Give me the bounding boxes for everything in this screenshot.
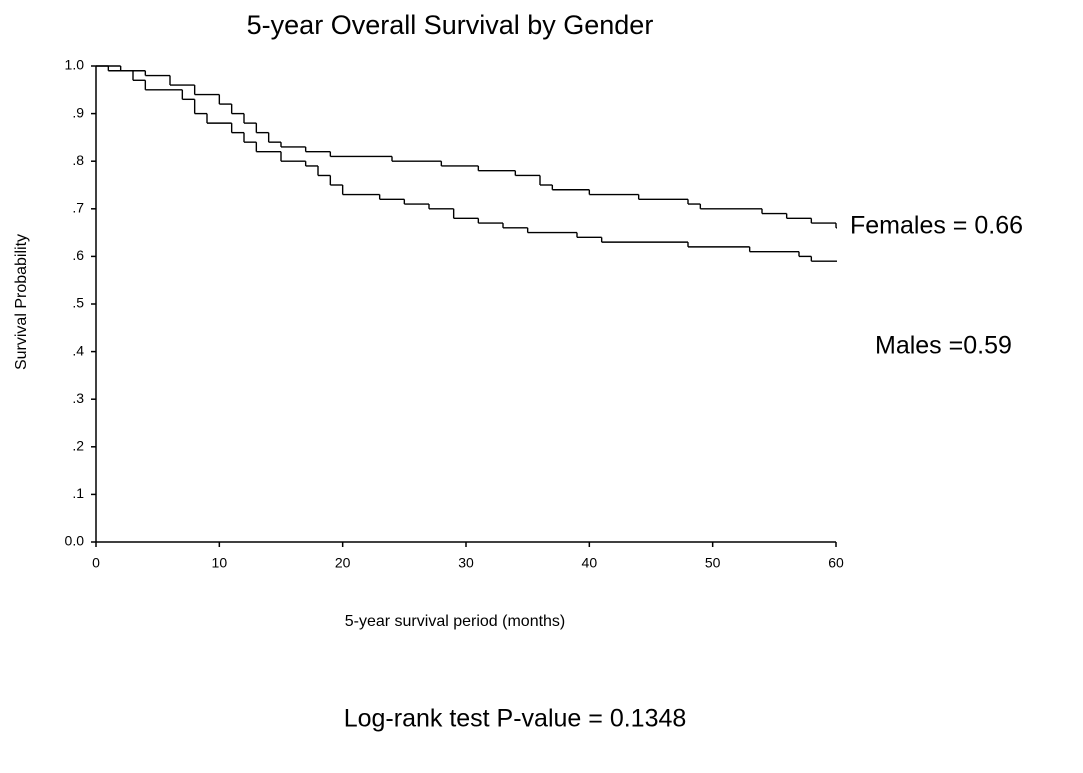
y-tick-label: .5 — [72, 295, 84, 311]
y-tick-label: .8 — [72, 152, 84, 168]
y-tick-label: .2 — [72, 438, 84, 454]
y-tick-label: .7 — [72, 200, 84, 216]
y-tick-label: 1.0 — [65, 57, 85, 73]
y-tick-label: .4 — [72, 342, 84, 358]
x-tick-label: 40 — [582, 555, 598, 571]
annotation: Females = 0.66 — [850, 212, 1023, 240]
x-tick-label: 60 — [828, 555, 844, 571]
chart-title: 5-year Overall Survival by Gender — [247, 10, 654, 40]
x-tick-label: 10 — [212, 555, 228, 571]
x-tick-label: 30 — [458, 555, 474, 571]
x-axis-label: 5-year survival period (months) — [345, 613, 566, 630]
y-tick-label: .9 — [72, 104, 84, 120]
y-tick-label: .3 — [72, 390, 84, 406]
x-tick-label: 0 — [92, 555, 100, 571]
y-axis-label: Survival Probability — [13, 234, 30, 370]
x-tick-label: 20 — [335, 555, 351, 571]
annotation: Log-rank test P-value = 0.1348 — [344, 705, 687, 733]
annotation: Males =0.59 — [875, 332, 1012, 360]
y-tick-label: 0.0 — [65, 533, 85, 549]
y-tick-label: .1 — [72, 485, 84, 501]
x-tick-label: 50 — [705, 555, 721, 571]
y-tick-label: .6 — [72, 247, 84, 263]
